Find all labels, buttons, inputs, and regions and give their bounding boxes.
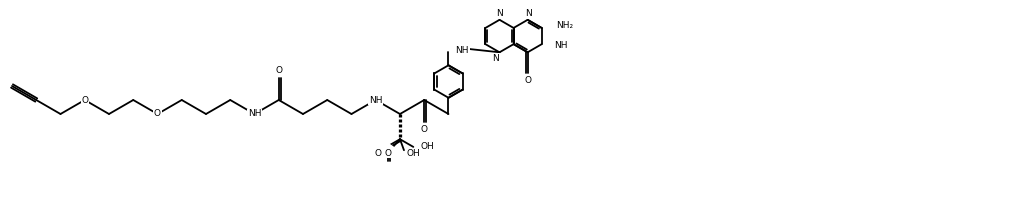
- Text: NH₂: NH₂: [555, 21, 573, 31]
- Text: O: O: [154, 109, 161, 119]
- Text: O: O: [385, 149, 392, 158]
- Text: NH: NH: [248, 109, 262, 119]
- Text: O: O: [421, 125, 428, 134]
- Text: N: N: [492, 54, 498, 63]
- Text: OH: OH: [420, 142, 434, 151]
- Text: NH: NH: [455, 46, 469, 55]
- Text: NH: NH: [554, 41, 568, 50]
- Text: O: O: [82, 95, 88, 104]
- Text: N: N: [496, 9, 503, 18]
- Text: O: O: [275, 66, 282, 75]
- Text: OH: OH: [407, 149, 421, 158]
- Text: O: O: [374, 150, 382, 158]
- Text: N: N: [525, 9, 533, 18]
- Text: NH: NH: [369, 95, 383, 104]
- Text: O: O: [524, 76, 531, 85]
